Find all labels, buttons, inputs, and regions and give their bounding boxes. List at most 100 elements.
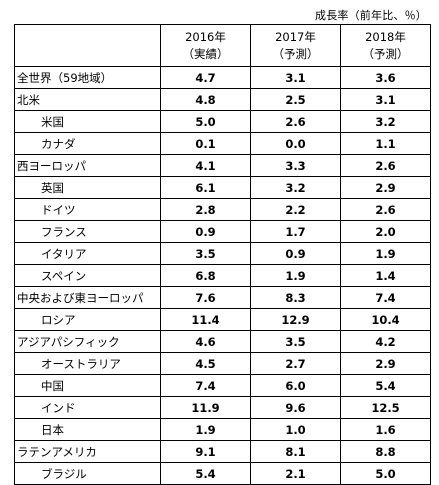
value-cell-2018: 2.9 — [340, 176, 431, 199]
value-cell-2018: 2.6 — [340, 154, 431, 177]
value-cell-2016: 1.9 — [160, 418, 251, 441]
value-cell-2017: 2.5 — [250, 88, 341, 111]
growth-rate-table: 2016年 （実績） 2017年 （予測） 2018年 （予測） 全世界（59地… — [14, 24, 431, 485]
region-cell: 中央および東ヨーロッパ — [14, 286, 161, 309]
value-cell-2017: 0.0 — [250, 132, 341, 155]
value-cell-2016: 2.8 — [160, 198, 251, 221]
value-cell-2016: 11.4 — [160, 308, 251, 331]
table-body: 全世界（59地域） 4.7 3.1 3.6 北米 4.8 2.5 3.1 米国 5.0 2.6 3.2… — [14, 66, 431, 485]
value-cell-2018: 12.5 — [340, 396, 431, 419]
value-cell-2016: 6.8 — [160, 264, 251, 287]
value-cell-2016: 3.5 — [160, 242, 251, 265]
region-cell: インド — [14, 396, 161, 419]
value-cell-2016: 7.4 — [160, 374, 251, 397]
table-row: 英国 6.1 3.2 2.9 — [14, 176, 431, 199]
value-cell-2017: 3.5 — [250, 330, 341, 353]
region-cell: カナダ — [14, 132, 161, 155]
header-2018-kind: （予測） — [362, 46, 409, 61]
table-row: ラテンアメリカ 9.1 8.1 8.8 — [14, 440, 431, 463]
value-cell-2018: 5.4 — [340, 374, 431, 397]
table-row: 中国 7.4 6.0 5.4 — [14, 374, 431, 397]
table-row: フランス 0.9 1.7 2.0 — [14, 220, 431, 243]
region-cell: オーストラリア — [14, 352, 161, 375]
value-cell-2016: 4.8 — [160, 88, 251, 111]
header-2017: 2017年 （予測） — [250, 24, 341, 67]
value-cell-2016: 6.1 — [160, 176, 251, 199]
value-cell-2017: 3.3 — [250, 154, 341, 177]
value-cell-2017: 2.7 — [250, 352, 341, 375]
header-2016-kind: （実績） — [182, 46, 229, 61]
value-cell-2017: 2.2 — [250, 198, 341, 221]
header-2018: 2018年 （予測） — [340, 24, 431, 67]
table-row: 西ヨーロッパ 4.1 3.3 2.6 — [14, 154, 431, 177]
value-cell-2017: 12.9 — [250, 308, 341, 331]
table-row: ブラジル 5.4 2.1 5.0 — [14, 462, 431, 485]
table-row: インド 11.9 9.6 12.5 — [14, 396, 431, 419]
table-row: カナダ 0.1 0.0 1.1 — [14, 132, 431, 155]
value-cell-2018: 2.6 — [340, 198, 431, 221]
value-cell-2017: 9.6 — [250, 396, 341, 419]
table-row: 中央および東ヨーロッパ 7.6 8.3 7.4 — [14, 286, 431, 309]
value-cell-2016: 5.4 — [160, 462, 251, 485]
value-cell-2017: 1.7 — [250, 220, 341, 243]
header-2017-kind: （予測） — [272, 46, 319, 61]
value-cell-2018: 3.6 — [340, 66, 431, 89]
value-cell-2018: 1.9 — [340, 242, 431, 265]
region-cell: 米国 — [14, 110, 161, 133]
value-cell-2016: 7.6 — [160, 286, 251, 309]
value-cell-2018: 3.1 — [340, 88, 431, 111]
table-row: オーストラリア 4.5 2.7 2.9 — [14, 352, 431, 375]
table-row: アジアパシフィック 4.6 3.5 4.2 — [14, 330, 431, 353]
region-cell: イタリア — [14, 242, 161, 265]
value-cell-2017: 2.1 — [250, 462, 341, 485]
value-cell-2016: 4.5 — [160, 352, 251, 375]
value-cell-2016: 5.0 — [160, 110, 251, 133]
value-cell-2018: 1.6 — [340, 418, 431, 441]
header-2017-year: 2017年 — [275, 29, 316, 44]
header-2016: 2016年 （実績） — [160, 24, 251, 67]
table-row: 全世界（59地域） 4.7 3.1 3.6 — [14, 66, 431, 89]
region-cell: 全世界（59地域） — [14, 66, 161, 89]
value-cell-2016: 0.9 — [160, 220, 251, 243]
region-cell: スペイン — [14, 264, 161, 287]
value-cell-2018: 4.2 — [340, 330, 431, 353]
value-cell-2016: 0.1 — [160, 132, 251, 155]
table-row: 日本 1.9 1.0 1.6 — [14, 418, 431, 441]
header-corner-cell — [14, 24, 161, 67]
value-cell-2017: 8.1 — [250, 440, 341, 463]
region-cell: 中国 — [14, 374, 161, 397]
region-cell: 英国 — [14, 176, 161, 199]
region-cell: アジアパシフィック — [14, 330, 161, 353]
region-cell: 日本 — [14, 418, 161, 441]
table-row: 北米 4.8 2.5 3.1 — [14, 88, 431, 111]
value-cell-2017: 3.2 — [250, 176, 341, 199]
value-cell-2016: 9.1 — [160, 440, 251, 463]
table-row: イタリア 3.5 0.9 1.9 — [14, 242, 431, 265]
value-cell-2016: 4.7 — [160, 66, 251, 89]
value-cell-2018: 8.8 — [340, 440, 431, 463]
table-row: ドイツ 2.8 2.2 2.6 — [14, 198, 431, 221]
value-cell-2018: 1.4 — [340, 264, 431, 287]
value-cell-2018: 2.9 — [340, 352, 431, 375]
table-header-row: 2016年 （実績） 2017年 （予測） 2018年 （予測） — [14, 24, 431, 67]
table-row: スペイン 6.8 1.9 1.4 — [14, 264, 431, 287]
table-row: 米国 5.0 2.6 3.2 — [14, 110, 431, 133]
region-cell: ドイツ — [14, 198, 161, 221]
value-cell-2017: 0.9 — [250, 242, 341, 265]
value-cell-2018: 1.1 — [340, 132, 431, 155]
region-cell: 西ヨーロッパ — [14, 154, 161, 177]
region-cell: フランス — [14, 220, 161, 243]
value-cell-2016: 4.1 — [160, 154, 251, 177]
region-cell: ブラジル — [14, 462, 161, 485]
value-cell-2017: 6.0 — [250, 374, 341, 397]
value-cell-2017: 3.1 — [250, 66, 341, 89]
value-cell-2016: 4.6 — [160, 330, 251, 353]
value-cell-2017: 8.3 — [250, 286, 341, 309]
value-cell-2018: 2.0 — [340, 220, 431, 243]
value-cell-2017: 1.9 — [250, 264, 341, 287]
table-row: ロシア 11.4 12.9 10.4 — [14, 308, 431, 331]
value-cell-2018: 3.2 — [340, 110, 431, 133]
value-cell-2018: 10.4 — [340, 308, 431, 331]
value-cell-2017: 1.0 — [250, 418, 341, 441]
header-2016-year: 2016年 — [185, 29, 226, 44]
